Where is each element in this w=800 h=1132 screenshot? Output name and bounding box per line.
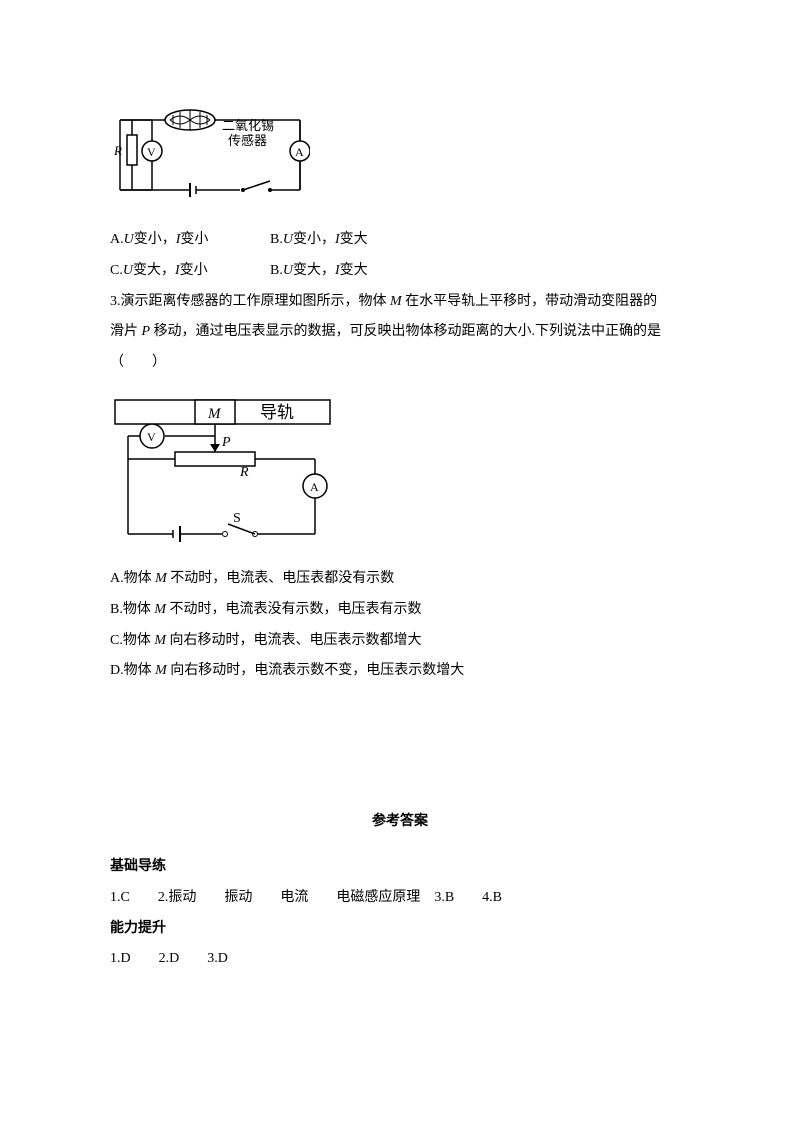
q3-line1: 3.演示距离传感器的工作原理如图所示，物体 M 在水平导轨上平移时，带动滑动变阻… — [110, 287, 690, 318]
q3-opt-d: D.物体 M 向右移动时，电流表示数不变，电压表示数增大 — [110, 656, 690, 687]
q3d-t: 向右移动时，电流表示数不变，电压表示数增大 — [167, 663, 465, 678]
q3c-i: M — [154, 633, 166, 648]
ability-answers: 1.D 2.D 3.D — [110, 944, 690, 975]
q2-c-u: U — [123, 263, 133, 278]
q2-a-t4: 变小 — [180, 232, 208, 247]
q2-a-prefix: A. — [110, 232, 124, 247]
q3-l2c: 移动，通过电压表显示的数据，可反映出物体移动距离的大小.下列说法中正确的是 — [150, 324, 661, 339]
q2-c-t4: 变小 — [180, 263, 208, 278]
q2-d-prefix: B. — [270, 263, 283, 278]
q3-opt-a: A.物体 M 不动时，电流表、电压表都没有示数 — [110, 564, 690, 595]
q3-l1b: M — [390, 294, 402, 309]
q2-option-row-1: A.U变小，I变小 B.U变小，I变大 — [110, 225, 690, 256]
q2-b-prefix: B. — [270, 232, 283, 247]
q3b-t: 不动时，电流表没有示数，电压表有示数 — [166, 602, 422, 617]
voltmeter-label: V — [147, 145, 156, 159]
q3c-t: 向右移动时，电流表、电压表示数都增大 — [166, 633, 422, 648]
switch-s-label: S — [233, 511, 241, 526]
q2-c-prefix: C. — [110, 263, 123, 278]
basic-answers: 1.C 2.振动 振动 电流 电磁感应原理 3.B 4.B — [110, 883, 690, 914]
q3-line3: （ ） — [110, 348, 690, 379]
ammeter-2-label: A — [310, 480, 319, 494]
p-label: P — [221, 435, 231, 450]
q3b-i: M — [154, 602, 166, 617]
q3d-p: D.物体 — [110, 663, 155, 678]
q2-a-t2: 变小， — [134, 232, 176, 247]
m-label: M — [207, 406, 222, 422]
q3c-p: C.物体 — [110, 633, 154, 648]
q3d-i: M — [155, 663, 167, 678]
circuit-diagram-2: M 导轨 P R V A — [110, 394, 690, 554]
q3-l1c: 在水平导轨上平移时，带动滑动变阻器的 — [402, 294, 658, 309]
q3-line2: 滑片 P 移动，通过电压表显示的数据，可反映出物体移动距离的大小.下列说法中正确… — [110, 317, 690, 348]
q3-l1a: 3.演示距离传感器的工作原理如图所示，物体 — [110, 294, 390, 309]
q2-a-u: U — [124, 232, 134, 247]
q2-option-row-2: C.U变大，I变小 B.U变大，I变大 — [110, 256, 690, 287]
r-label-2: R — [239, 465, 249, 480]
track-label: 导轨 — [260, 403, 294, 422]
q2-d-t2: 变大， — [293, 263, 335, 278]
basic-head: 基础导练 — [110, 852, 690, 883]
q3-opt-c: C.物体 M 向右移动时，电流表、电压表示数都增大 — [110, 626, 690, 657]
q2-c-t2: 变大， — [133, 263, 175, 278]
q3-l2a: 滑片 — [110, 324, 142, 339]
q3a-t: 不动时，电流表、电压表都没有示数 — [167, 571, 395, 586]
q3b-p: B.物体 — [110, 602, 154, 617]
ability-head: 能力提升 — [110, 914, 690, 945]
q2-d-t4: 变大 — [340, 263, 368, 278]
q2-b-t2: 变小， — [293, 232, 335, 247]
voltmeter-2-label: V — [147, 430, 156, 444]
q3-opt-b: B.物体 M 不动时，电流表没有示数，电压表有示数 — [110, 595, 690, 626]
q3-l2b: P — [142, 324, 151, 339]
q2-d-u: U — [283, 263, 293, 278]
q3a-p: A.物体 — [110, 571, 155, 586]
q2-b-t4: 变大 — [340, 232, 368, 247]
circuit-diagram-1: 二氧化锡 传感器 R V A — [110, 95, 690, 215]
ammeter-label: A — [295, 145, 304, 159]
q3a-i: M — [155, 571, 167, 586]
answers-title: 参考答案 — [110, 807, 690, 838]
sensor-label-1: 二氧化锡 — [222, 118, 274, 133]
sensor-label-2: 传感器 — [228, 133, 267, 148]
q2-b-u: U — [283, 232, 293, 247]
resistor-r-label: R — [113, 143, 122, 158]
q3-paren: （ ） — [110, 355, 166, 370]
